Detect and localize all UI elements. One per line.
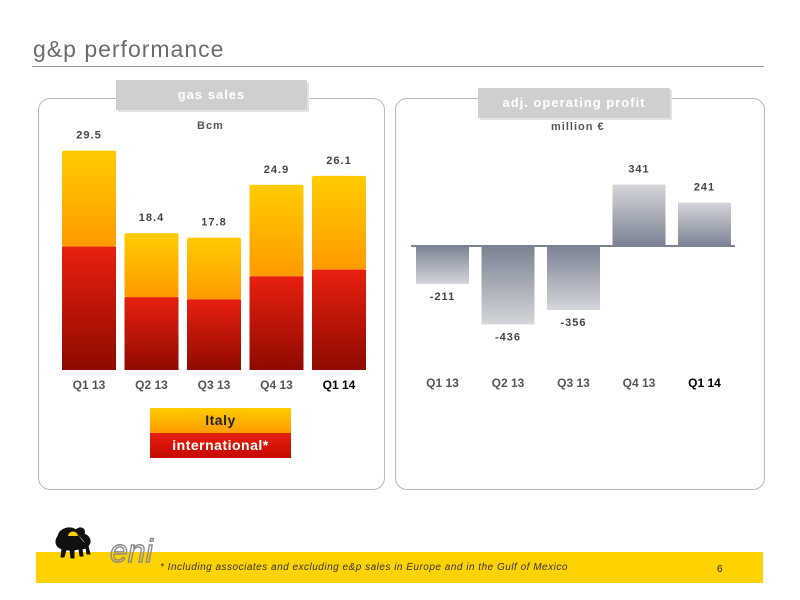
eni-logo: eni [46,522,166,577]
bar-profit-q1-14 [678,202,731,246]
bar-italy-q4-13 [249,184,304,277]
operating-profit-title: adj. operating profit [478,88,670,118]
operating-profit-unit: million € [551,121,605,133]
x-tick-gas-q4-13: Q4 13 [260,378,293,392]
bar-italy-q2-13 [124,233,179,298]
footnote: * Including associates and excluding e&p… [160,562,568,573]
bar-profit-q4-13 [612,184,666,246]
x-tick-gas-q3-13: Q3 13 [198,378,231,392]
x-tick-profit-q4-13: Q4 13 [623,376,656,390]
gas-sales-title: gas sales [116,80,307,110]
value-label-q2-13: -436 [495,331,521,343]
x-tick-gas-q1-13: Q1 13 [73,378,106,392]
title-divider [32,66,764,67]
x-tick-gas-q1-14: Q1 14 [323,378,356,392]
page-number: 6 [717,564,723,575]
legend-italy: Italy [150,408,291,433]
bar-international-q1-13 [62,246,116,370]
bar-italy-q1-14 [312,175,366,270]
legend-international: international* [150,433,291,458]
bar-international-q1-14 [312,269,366,370]
value-label-q3-13: -356 [560,317,586,329]
total-label-q3-13: 17.8 [201,217,226,229]
gas-sales-legend: Italy international* [150,408,291,458]
bar-profit-q3-13 [547,246,600,311]
gas-sales-unit: Bcm [197,120,224,132]
bar-profit-q1-13 [416,246,469,284]
x-tick-gas-q2-13: Q2 13 [135,378,168,392]
x-tick-profit-q1-14: Q1 14 [688,376,721,390]
value-label-q1-14: 241 [694,182,715,194]
x-tick-profit-q3-13: Q3 13 [557,376,590,390]
bar-profit-q2-13 [481,246,535,325]
footer-bar [36,552,763,583]
six-legged-dog-icon: eni [55,527,154,570]
bar-international-q4-13 [249,276,304,370]
bar-international-q2-13 [124,297,179,370]
page-title: g&p performance [33,36,225,62]
total-label-q2-13: 18.4 [139,212,164,224]
eni-wordmark: eni [110,533,154,569]
total-label-q1-13: 29.5 [76,130,101,142]
bar-italy-q1-13 [62,150,116,247]
value-label-q4-13: 341 [628,164,649,176]
x-tick-profit-q2-13: Q2 13 [492,376,525,390]
value-label-q1-13: -211 [430,291,455,303]
bar-international-q3-13 [187,299,241,370]
x-tick-profit-q1-13: Q1 13 [426,376,459,390]
bar-italy-q3-13 [187,237,241,300]
total-label-q4-13: 24.9 [264,164,289,176]
total-label-q1-14: 26.1 [326,155,351,167]
